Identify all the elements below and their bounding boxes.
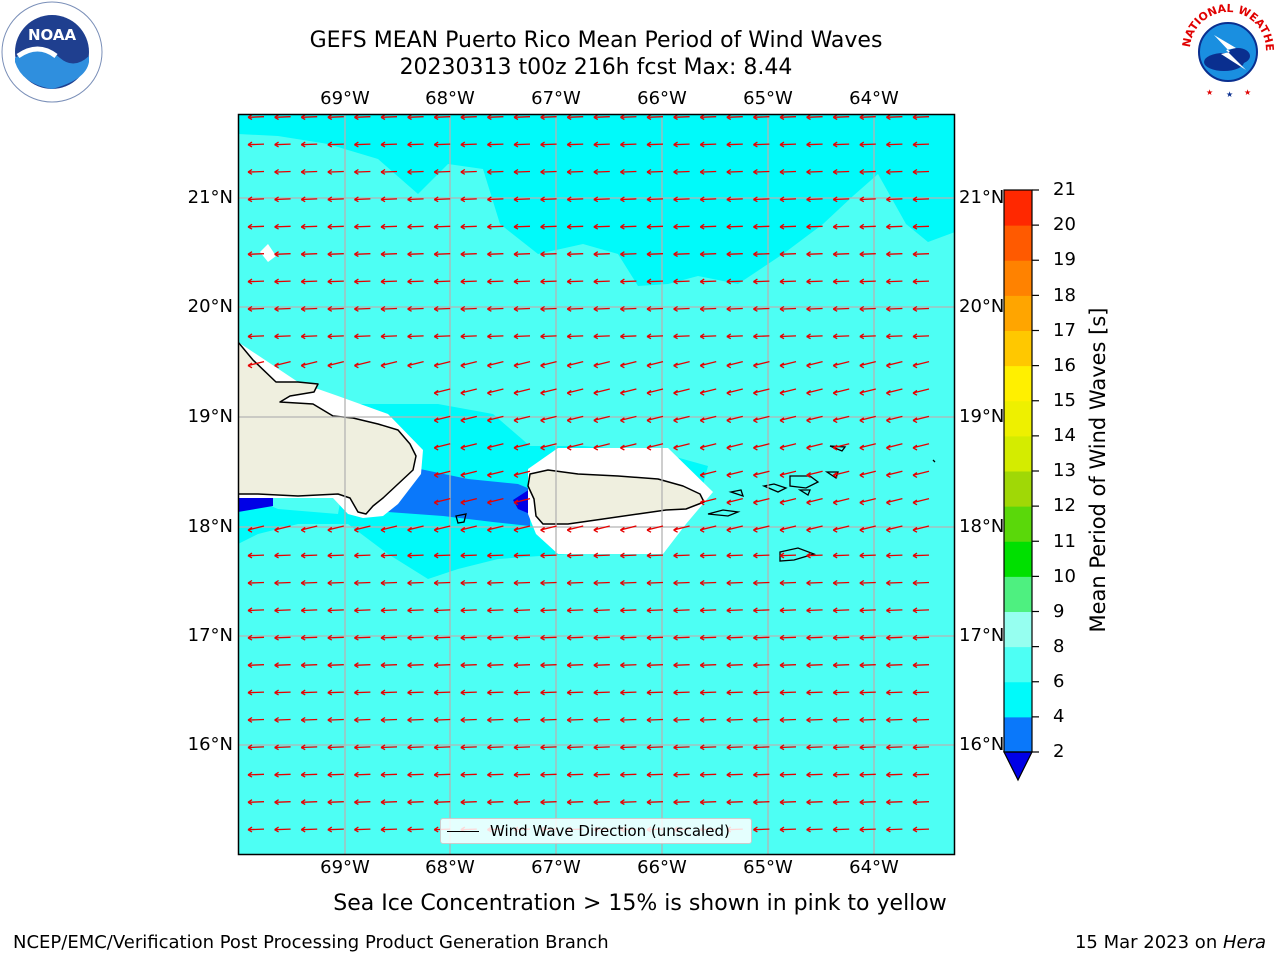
colorbar-label: 9 (1053, 601, 1065, 622)
lat-tick-right: 19°N (959, 406, 1005, 427)
colorbar-label: 11 (1053, 531, 1076, 552)
lat-tick-left: 20°N (187, 296, 233, 317)
colorbar-segment (1004, 541, 1032, 577)
wave-period-map (238, 114, 955, 855)
footer-host: Hera (1222, 932, 1266, 953)
colorbar-under-triangle (1003, 751, 1033, 782)
colorbar-label: 4 (1053, 706, 1065, 727)
colorbar-border (1003, 189, 1033, 753)
lat-tick-left: 21°N (187, 187, 233, 208)
lon-tick-bottom: 69°W (320, 857, 370, 878)
legend-line-sample (447, 831, 479, 832)
lon-tick-bottom: 67°W (531, 857, 581, 878)
colorbar-segment (1004, 190, 1032, 226)
colorbar-segment (1004, 295, 1032, 331)
colorbar-label: 8 (1053, 636, 1065, 657)
national-weather-service-logo: NATIONAL WEATHER SERVICE ★ ★ ★ (1172, 0, 1280, 100)
lat-tick-left: 19°N (187, 406, 233, 427)
colorbar-label: 13 (1053, 460, 1076, 481)
colorbar-label: 2 (1053, 741, 1065, 762)
colorbar-segment (1004, 435, 1032, 472)
lon-tick-top: 66°W (637, 88, 687, 109)
svg-text:★: ★ (1206, 88, 1213, 97)
colorbar-segment (1004, 716, 1032, 753)
colorbar-label: 14 (1053, 425, 1076, 446)
colorbar-title: Mean Period of Wind Waves [s] (1086, 307, 1110, 633)
colorbar-label: 19 (1053, 249, 1076, 270)
colorbar-label: 6 (1053, 671, 1065, 692)
colorbar-label: 20 (1053, 214, 1076, 235)
lat-tick-right: 18°N (959, 516, 1005, 537)
lon-tick-bottom: 64°W (849, 857, 899, 878)
lon-tick-top: 67°W (531, 88, 581, 109)
colorbar-segment (1004, 471, 1032, 507)
svg-text:NOAA: NOAA (28, 26, 77, 44)
lon-tick-bottom: 65°W (743, 857, 793, 878)
colorbar-segment (1004, 365, 1032, 402)
colorbar-segment (1004, 225, 1032, 261)
svg-text:★: ★ (1244, 88, 1251, 97)
colorbar-label: 16 (1053, 355, 1076, 376)
lat-tick-right: 17°N (959, 625, 1005, 646)
colorbar-label: 18 (1053, 285, 1076, 306)
lat-tick-right: 16°N (959, 734, 1005, 755)
lon-tick-bottom: 68°W (425, 857, 475, 878)
chart-subtitle: 20230313 t00z 216h fcst Max: 8.44 (399, 55, 793, 80)
chart-title: GEFS MEAN Puerto Rico Mean Period of Win… (309, 28, 883, 53)
colorbar-segment (1004, 400, 1032, 437)
footer-date-text: 15 Mar 2023 on (1074, 932, 1223, 953)
noaa-logo: NOAA (0, 0, 104, 104)
colorbar-label: 10 (1053, 566, 1076, 587)
lon-tick-top: 68°W (425, 88, 475, 109)
colorbar-label: 15 (1053, 390, 1076, 411)
colorbar-label: 12 (1053, 495, 1076, 516)
colorbar-segment (1004, 576, 1032, 612)
lat-tick-right: 20°N (959, 296, 1005, 317)
colorbar-segment (1004, 611, 1032, 648)
lon-tick-bottom: 66°W (637, 857, 687, 878)
footer-date: 15 Mar 2023 on Hera (1075, 932, 1266, 953)
lat-tick-left: 16°N (187, 734, 233, 755)
legend-label: Wind Wave Direction (unscaled) (490, 822, 730, 840)
colorbar-segment (1004, 646, 1032, 683)
colorbar-segment (1004, 330, 1032, 367)
lon-tick-top: 64°W (849, 88, 899, 109)
lon-tick-top: 69°W (320, 88, 370, 109)
lat-tick-left: 18°N (187, 516, 233, 537)
colorbar-label: 17 (1053, 320, 1076, 341)
colorbar-segment (1004, 260, 1032, 296)
footer-branch: NCEP/EMC/Verification Post Processing Pr… (13, 932, 609, 953)
sea-ice-note: Sea Ice Concentration > 15% is shown in … (333, 891, 947, 916)
colorbar-segment (1004, 506, 1032, 542)
svg-text:★: ★ (1226, 90, 1233, 99)
map-legend: Wind Wave Direction (unscaled) (440, 818, 752, 844)
lat-tick-right: 21°N (959, 187, 1005, 208)
lat-tick-left: 17°N (187, 625, 233, 646)
lon-tick-top: 65°W (743, 88, 793, 109)
colorbar-label: 21 (1053, 179, 1076, 200)
colorbar-segment (1004, 681, 1032, 718)
